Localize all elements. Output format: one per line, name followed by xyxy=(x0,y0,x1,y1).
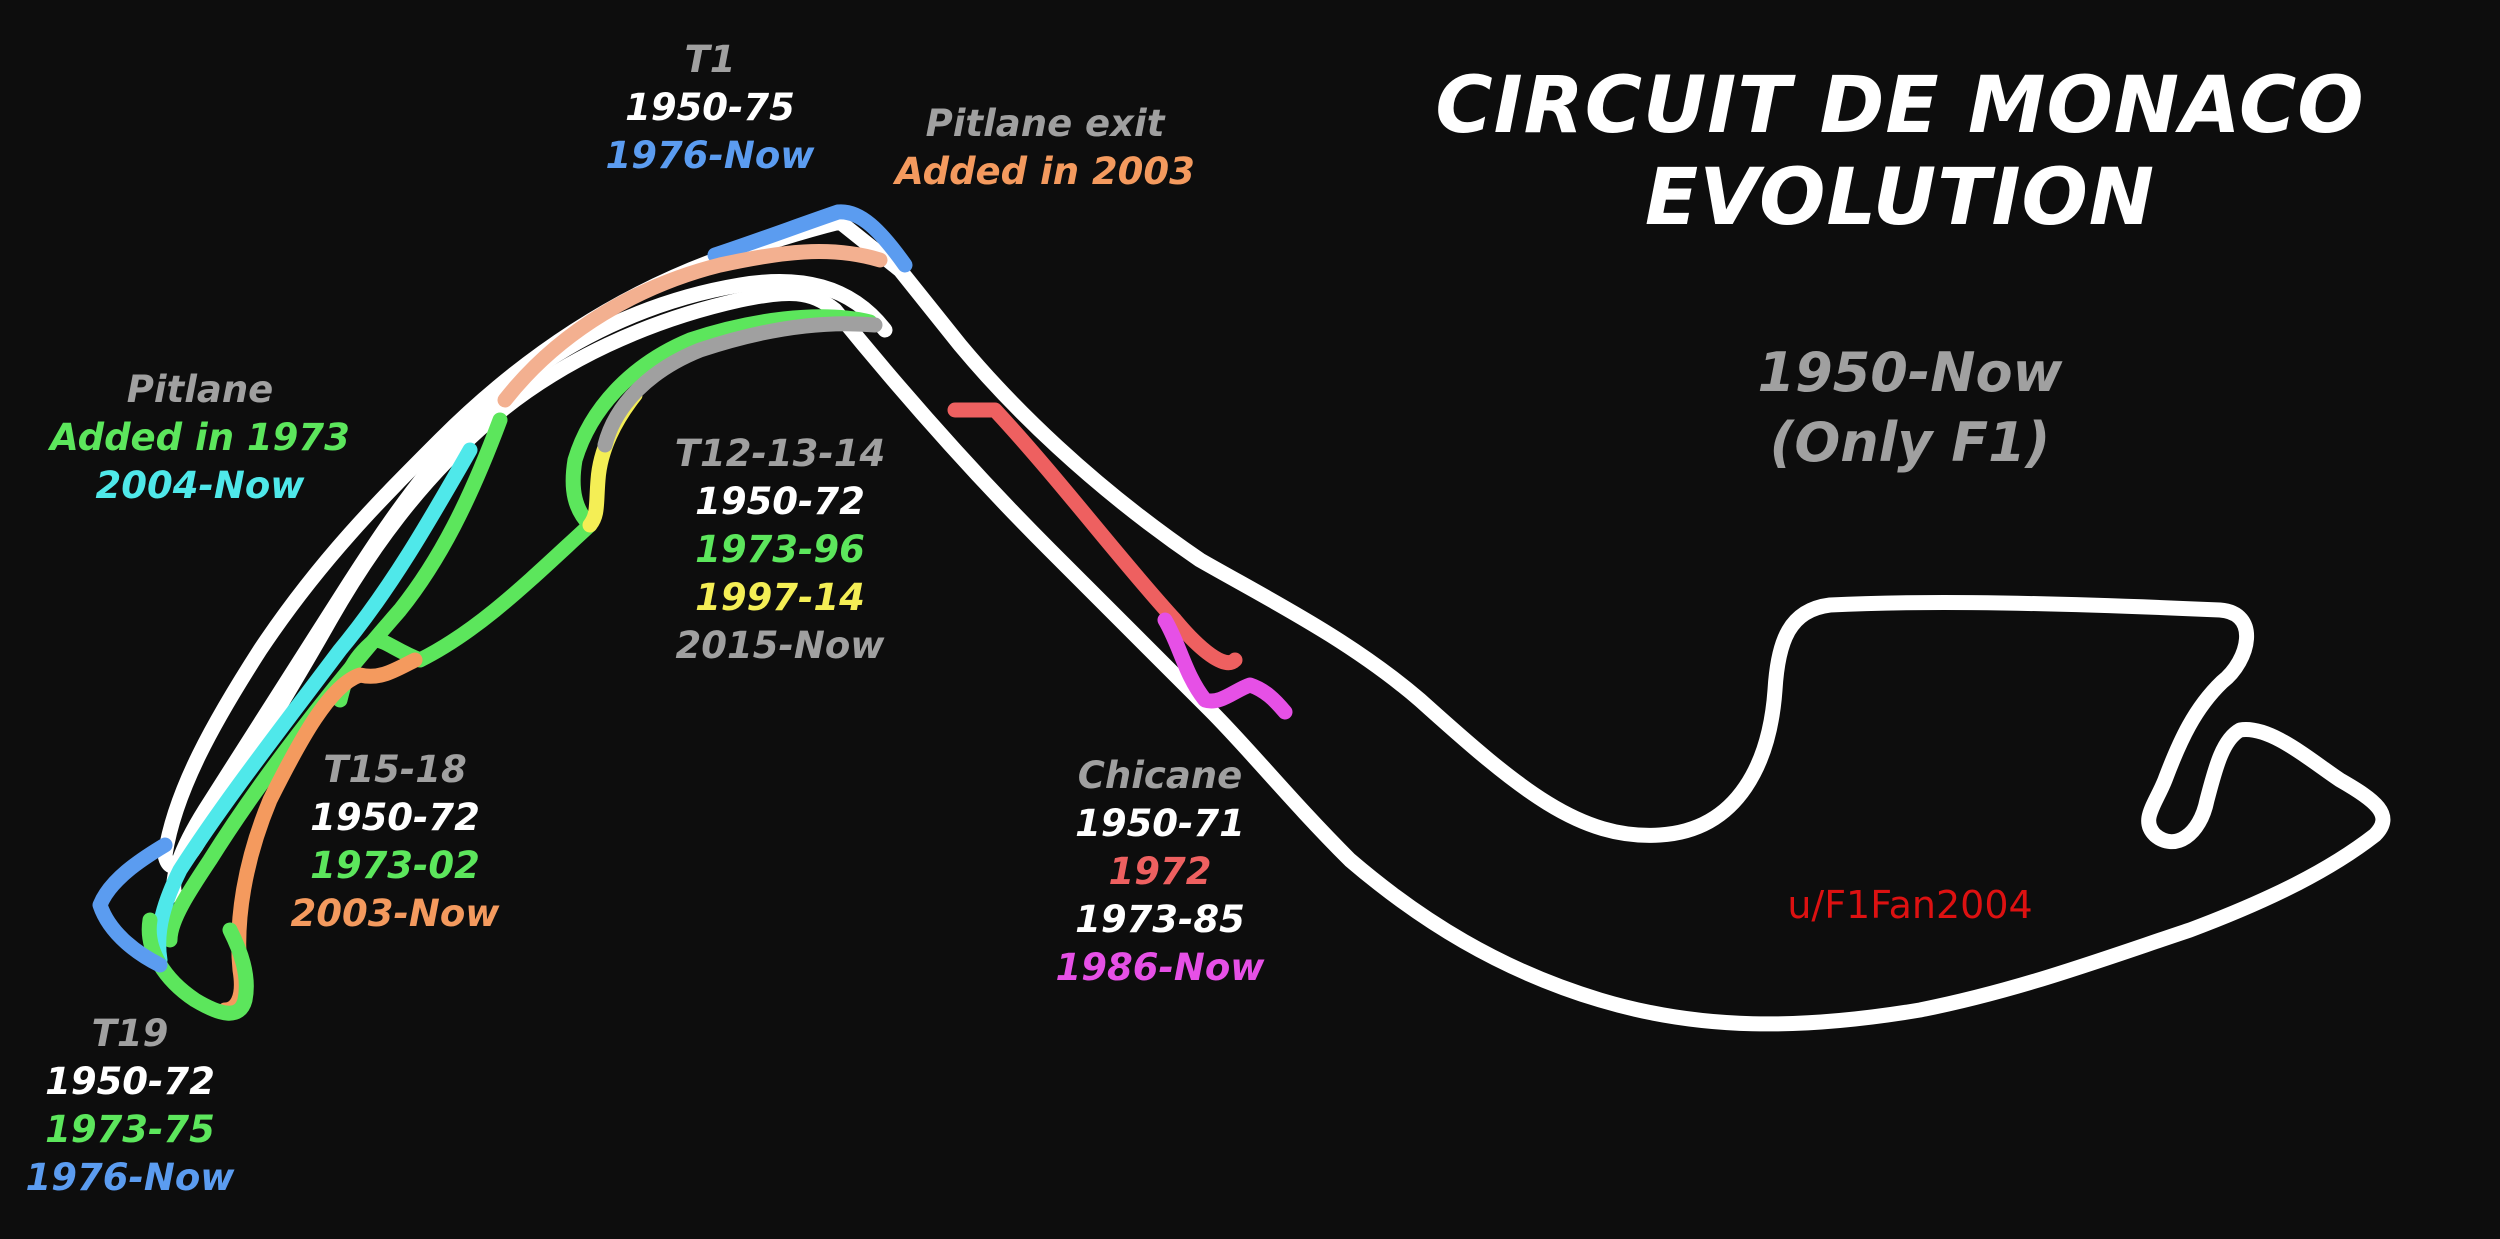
subtitle: 1950-Now (Only F1) xyxy=(1610,338,2210,478)
t15-18-line: 1950-72 xyxy=(310,796,480,839)
pitlane-exit-line: Pitlane exit xyxy=(925,102,1165,145)
title-line-1: CIRCUIT DE MONACO xyxy=(1435,61,2365,151)
label-t12-13-14: T12-13-14 1950-72 1973-96 1997-14 2015-Now xyxy=(630,430,930,670)
chicane-line: Chicane xyxy=(1077,754,1243,797)
track-old-inner xyxy=(166,273,893,903)
chicane-line: 1972 xyxy=(1108,850,1212,893)
label-t19: T19 1950-72 1973-75 1976-Now xyxy=(0,1010,260,1202)
pitlane-line: Pitlane xyxy=(126,368,274,411)
subtitle-line-1: 1950-Now xyxy=(1757,341,2063,404)
t12-13-14-line: 2015-Now xyxy=(675,624,885,667)
page-title: CIRCUIT DE MONACO EVOLUTION xyxy=(1400,60,2400,244)
track-t19-blue xyxy=(92,837,173,973)
track-pitlane-exit xyxy=(497,244,888,408)
track-chicane-magenta xyxy=(1157,612,1293,720)
t15-18-line: 1973-02 xyxy=(310,844,480,887)
pitlane-line: Added in 1973 xyxy=(50,416,350,459)
t12-13-14-line: 1997-14 xyxy=(695,576,865,619)
chicane-line: 1973-85 xyxy=(1075,898,1245,941)
title-line-2: EVOLUTION xyxy=(1644,153,2156,243)
author-credit: u/F1Fan2004 xyxy=(1787,883,2033,927)
track-t12-grey xyxy=(597,316,883,453)
t19-line: 1976-Now xyxy=(25,1156,235,1199)
t12-13-14-line: 1973-96 xyxy=(695,528,865,571)
t12-13-14-line: 1950-72 xyxy=(695,480,865,523)
label-t1: T1 1950-75 1976-Now xyxy=(560,36,860,180)
pitlane-exit-line: Added in 2003 xyxy=(895,150,1195,193)
t12-13-14-line: T12-13-14 xyxy=(674,432,886,475)
chicane-line: 1986-Now xyxy=(1055,946,1265,989)
label-t15-18: T15-18 1950-72 1973-02 2003-Now xyxy=(245,746,545,938)
t1-line: T1 xyxy=(684,38,736,81)
label-pitlane: Pitlane Added in 1973 2004-Now xyxy=(20,366,380,510)
subtitle-line-2: (Only F1) xyxy=(1769,411,2051,474)
track-chicane-red xyxy=(947,402,1243,671)
t15-18-line: T15-18 xyxy=(323,748,467,791)
track-t1-1976 xyxy=(707,204,913,273)
t19-line: 1950-72 xyxy=(45,1060,215,1103)
chicane-line: 1950-71 xyxy=(1075,802,1245,845)
label-pitlane-exit: Pitlane exit Added in 2003 xyxy=(850,100,1240,196)
track-pitlane-cyan xyxy=(151,442,478,968)
pitlane-line: 2004-Now xyxy=(95,464,305,507)
label-chicane: Chicane 1950-71 1972 1973-85 1986-Now xyxy=(1010,752,1310,992)
t15-18-line: 2003-Now xyxy=(290,892,500,935)
t19-line: 1973-75 xyxy=(45,1108,215,1151)
t19-line: T19 xyxy=(91,1012,169,1055)
t1-line: 1976-Now xyxy=(605,134,815,177)
t1-line: 1950-75 xyxy=(625,86,795,129)
